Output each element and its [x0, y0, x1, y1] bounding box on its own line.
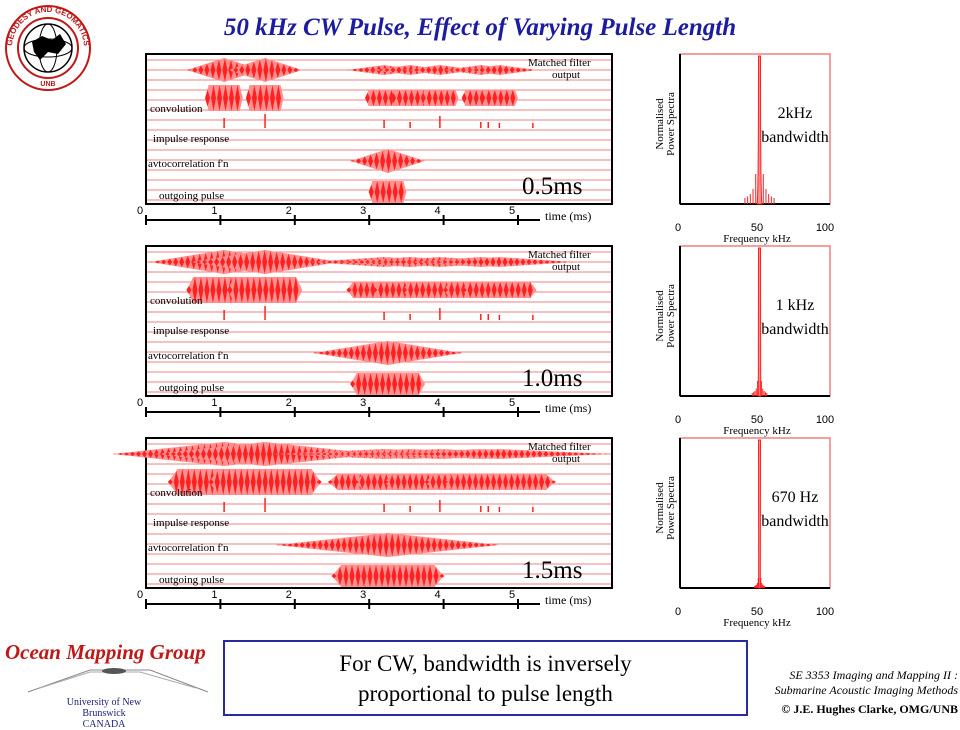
- panel-3-freq-tick: 100: [816, 606, 834, 618]
- conclusion-line-1: For CW, bandwidth is inversely: [225, 649, 746, 679]
- panel-1-label-convolution: convolution: [150, 103, 203, 115]
- panel-1-pulse-length: 0.5ms: [522, 173, 582, 200]
- panel-3-bandwidth-label: bandwidth: [761, 513, 829, 530]
- panel-2-label-matched-filter: Matched filter: [528, 249, 591, 261]
- panel-2-label-outgoing-pulse: outgoing pulse: [159, 382, 224, 394]
- panel-3-pulse-length: 1.5ms: [522, 557, 582, 584]
- panel-2-time-tick-label: 4: [435, 397, 441, 409]
- panel-1-time-tick-label: 1: [211, 205, 217, 217]
- panel-3-label-outgoing-pulse: outgoing pulse: [159, 574, 224, 586]
- panel-3-time-tick-label: 4: [435, 589, 441, 601]
- sonar-swath-graphic: [20, 664, 210, 698]
- university-label: University of New Brunswick CANADA: [44, 697, 164, 730]
- panel-1-time-tick-label: 2: [286, 205, 292, 217]
- panel-1-label-outgoing-pulse: outgoing pulse: [159, 190, 224, 202]
- panel-1-label-matched-output: output: [552, 69, 580, 81]
- panel-2-label-autocorrelation: avtocorrelation f'n: [148, 350, 229, 362]
- panel-1-label-impulse-response: impulse response: [153, 133, 229, 145]
- panel-2-freq-axis-label: Frequency kHz: [723, 425, 791, 437]
- panel-1-time-axis-label: time (ms): [545, 209, 591, 223]
- panel-1-label-matched-filter: Matched filter: [528, 57, 591, 69]
- conclusion-line-2: proportional to pulse length: [225, 679, 746, 709]
- panel-3-time-axis-label: time (ms): [545, 593, 591, 607]
- panel-3-label-matched-output: output: [552, 453, 580, 465]
- panel-3-label-impulse-response: impulse response: [153, 517, 229, 529]
- panel-1-bandwidth-label: bandwidth: [761, 129, 829, 146]
- panel-2-bandwidth-value: 1 kHz: [776, 297, 815, 314]
- panel-3-time-tick-label: 5: [509, 589, 515, 601]
- panel-3-time-tick-label: 1: [211, 589, 217, 601]
- conclusion-box: For CW, bandwidth is inversely proportio…: [223, 640, 748, 716]
- panel-2-freq-tick: 0: [675, 414, 681, 426]
- panel-2-spectrum-ylabel-2: Power Spectra: [665, 284, 677, 348]
- panel-2-label-impulse-response: impulse response: [153, 325, 229, 337]
- university-country: CANADA: [44, 719, 164, 730]
- panel-2-time-tick-label: 0: [137, 397, 143, 409]
- ocean-mapping-group-logo: Ocean Mapping Group: [5, 640, 206, 665]
- panel-3-time-tick-label: 0: [137, 589, 143, 601]
- panel-2-time-tick-label: 2: [286, 397, 292, 409]
- panel-3-label-convolution: convolution: [150, 487, 203, 499]
- panel-2-label-convolution: convolution: [150, 295, 203, 307]
- panel-1-label-autocorrelation: avtocorrelation f'n: [148, 158, 229, 170]
- panel-3-spectrum-ylabel-2: Power Spectra: [665, 476, 677, 540]
- copyright: © J.E. Hughes Clarke, OMG/UNB: [748, 702, 958, 717]
- panel-1-time-tick-label: 5: [509, 205, 515, 217]
- panel-3-label-matched-filter: Matched filter: [528, 441, 591, 453]
- panel-3-freq-tick: 0: [675, 606, 681, 618]
- university-name: University of New Brunswick: [44, 697, 164, 719]
- panel-1-freq-axis-label: Frequency kHz: [723, 233, 791, 245]
- panel-3-bandwidth-value: 670 Hz: [772, 489, 819, 506]
- panel-1-time-tick-label: 0: [137, 205, 143, 217]
- panel-2-time-axis-label: time (ms): [545, 401, 591, 415]
- panel-1-spectrum-ylabel-2: Power Spectra: [665, 92, 677, 156]
- panel-2-pulse-length: 1.0ms: [522, 365, 582, 392]
- panel-3-time-tick-label: 2: [286, 589, 292, 601]
- panel-3-spectrum-main-lobe: [759, 440, 761, 588]
- panel-3-freq-axis-label: Frequency kHz: [723, 617, 791, 629]
- panel-1-freq-tick: 0: [675, 222, 681, 234]
- panel-2-bandwidth-label: bandwidth: [761, 321, 829, 338]
- panel-2-freq-tick: 100: [816, 414, 834, 426]
- panel-3-label-autocorrelation: avtocorrelation f'n: [148, 542, 229, 554]
- panel-3-time-tick-label: 3: [360, 589, 366, 601]
- panel-2-time-tick-label: 3: [360, 397, 366, 409]
- course-info: SE 3353 Imaging and Mapping II : Submari…: [748, 668, 958, 698]
- panel-2-time-tick-label: 5: [509, 397, 515, 409]
- panel-1-time-tick-label: 3: [360, 205, 366, 217]
- panel-1-bandwidth-value: 2kHz: [778, 105, 813, 122]
- course-line-1: SE 3353 Imaging and Mapping II :: [748, 668, 958, 683]
- panel-2-label-matched-output: output: [552, 261, 580, 273]
- panel-1-time-tick-label: 4: [435, 205, 441, 217]
- panel-1-freq-tick: 100: [816, 222, 834, 234]
- course-line-2: Submarine Acoustic Imaging Methods: [748, 683, 958, 698]
- panel-2-time-tick-label: 1: [211, 397, 217, 409]
